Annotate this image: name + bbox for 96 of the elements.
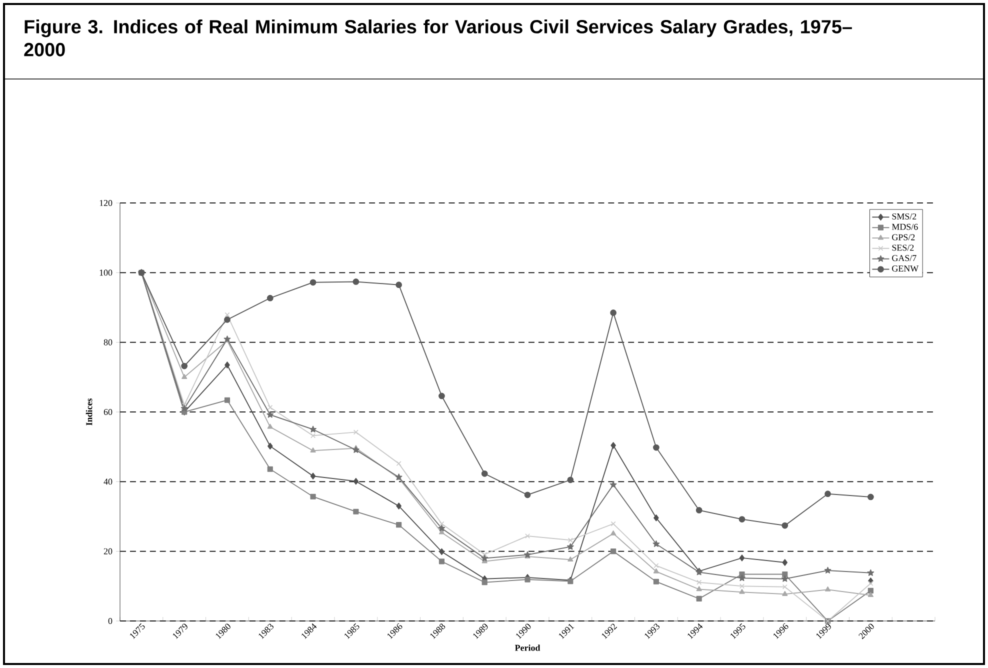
- y-tick-label: 40: [104, 478, 112, 485]
- y-tick-label: 80: [104, 339, 112, 346]
- point: [396, 282, 402, 288]
- point: [867, 569, 874, 576]
- point: [310, 433, 316, 438]
- point: [610, 481, 617, 488]
- point: [482, 580, 488, 586]
- legend-label: GAS/7: [892, 255, 916, 262]
- legend-label: GPS/2: [892, 234, 915, 240]
- y-tick-label: 60: [104, 408, 112, 416]
- point: [782, 572, 788, 578]
- point: [525, 533, 530, 539]
- point: [824, 566, 832, 574]
- y-tick-label: 0: [108, 618, 112, 624]
- point: [654, 563, 659, 568]
- point: [266, 411, 274, 418]
- point: [610, 442, 616, 449]
- point: [739, 584, 744, 589]
- point: [610, 521, 616, 526]
- point: [224, 312, 230, 318]
- point: [739, 554, 745, 562]
- point: [524, 492, 531, 498]
- point: [182, 402, 187, 408]
- point: [266, 294, 274, 302]
- point: [653, 568, 660, 574]
- point: [396, 522, 402, 528]
- y-tick-label: 120: [100, 200, 112, 206]
- point: [824, 490, 831, 498]
- point: [782, 522, 788, 529]
- point: [481, 470, 488, 477]
- legend-label: MDS/6: [892, 224, 918, 230]
- point: [868, 592, 874, 598]
- point: [566, 543, 574, 550]
- point: [696, 596, 702, 602]
- y-tick-label: 100: [100, 270, 112, 276]
- point: [696, 586, 702, 592]
- point: [396, 461, 402, 466]
- point: [867, 494, 874, 500]
- legend-label: SES/2: [892, 244, 914, 251]
- point: [568, 556, 574, 562]
- point: [481, 554, 488, 562]
- x-tick-label: 1991: [559, 624, 574, 640]
- point: [781, 575, 788, 582]
- point: [782, 559, 788, 566]
- point: [438, 558, 445, 564]
- point: [353, 478, 359, 485]
- point: [268, 404, 273, 410]
- point: [738, 516, 746, 522]
- point: [739, 588, 745, 594]
- point: [567, 476, 574, 484]
- point: [482, 552, 488, 557]
- point: [696, 507, 702, 514]
- point: [439, 548, 444, 556]
- point: [653, 578, 659, 584]
- point: [824, 586, 831, 592]
- point: [868, 588, 874, 594]
- point: [310, 447, 316, 452]
- point: [782, 584, 788, 590]
- point: [352, 278, 360, 285]
- y-axis-title: Indices: [86, 398, 92, 426]
- point: [268, 442, 273, 450]
- point: [224, 316, 230, 323]
- point: [652, 540, 660, 547]
- point: [653, 444, 660, 451]
- point: [224, 397, 230, 403]
- point: [181, 362, 188, 370]
- point: [310, 472, 316, 480]
- point: [610, 310, 616, 316]
- point: [182, 374, 188, 379]
- point: [610, 530, 616, 536]
- point: [654, 514, 659, 522]
- x-axis-title: Period: [514, 644, 540, 651]
- point: [310, 426, 316, 432]
- point: [738, 574, 746, 582]
- point: [438, 392, 445, 400]
- legend-label: GENW: [892, 266, 919, 272]
- point: [353, 430, 358, 435]
- point: [568, 538, 573, 543]
- point: [310, 279, 316, 286]
- chart-title: Figure 3. Indices of Real Minimum Salaries for Various Civil Services Salary Grades, 1975–2000: [24, 20, 852, 56]
- point: [267, 466, 273, 472]
- point: [224, 362, 230, 368]
- point: [352, 446, 360, 453]
- point: [438, 524, 446, 532]
- point: [524, 576, 530, 582]
- point: [782, 590, 788, 596]
- y-tick-label: 20: [104, 548, 112, 554]
- point: [180, 404, 188, 412]
- point: [396, 502, 402, 510]
- point: [610, 548, 616, 554]
- legend-label: SMS/2: [892, 213, 916, 220]
- point: [267, 424, 273, 429]
- point: [868, 580, 874, 586]
- point: [310, 494, 316, 500]
- point: [696, 580, 702, 585]
- point: [353, 508, 359, 514]
